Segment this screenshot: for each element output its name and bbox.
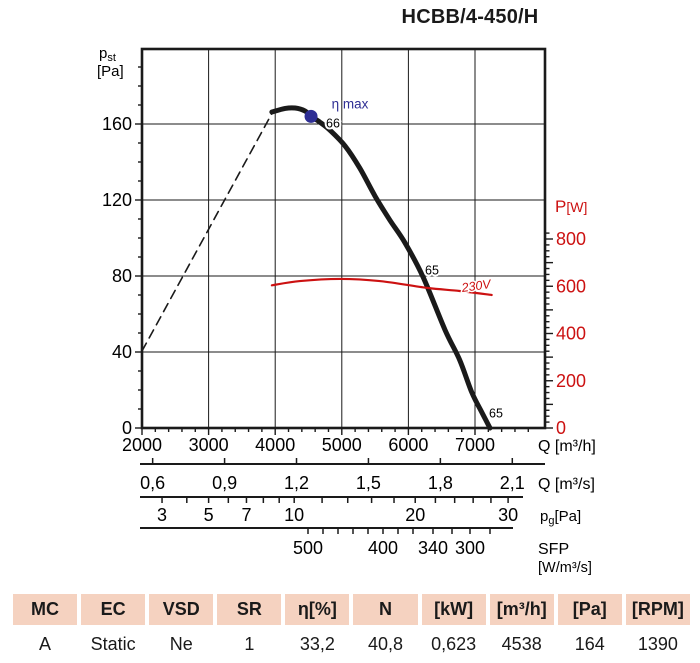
y-right-tick-label: 0	[556, 418, 566, 438]
y-left-tick-label: 160	[102, 114, 132, 134]
table-header-cell: EC	[81, 594, 146, 625]
y-left-tick-label: 120	[102, 190, 132, 210]
eta-max-label: η max	[332, 96, 369, 111]
efficiency-label-0: 66	[326, 117, 340, 131]
q-m3s-unit-label: Q [m³/s]	[538, 476, 595, 493]
table-value-cell: 164	[574, 634, 605, 654]
x-axis-tick-label: 2000	[122, 435, 162, 455]
table-header-cell: η[%]	[285, 594, 350, 625]
table-header-row: MC EC VSD SR η[%] N [kW] [m³/h] [Pa] [RPM]	[13, 594, 690, 625]
q-m3s-tick-label: 0,6	[140, 473, 165, 493]
q-m3s-tick-label: 1,2	[284, 473, 309, 493]
q-m3s-tick-label: 1,5	[356, 473, 381, 493]
y-right-tick-label: 600	[556, 276, 586, 296]
pressure-curve-line	[269, 105, 493, 431]
sfp-tick-label: 340	[418, 538, 448, 558]
table-value-cell: 1	[244, 634, 255, 654]
efficiency-label-1: 65	[425, 263, 439, 277]
x-axis-tick-label: 4000	[255, 435, 295, 455]
y-left-axis-unit: [Pa]	[97, 63, 124, 80]
table-value-cell: 33,2	[299, 634, 335, 654]
y-right-axis-unit: [W]	[566, 199, 587, 215]
voltage-curve-label: 230V	[460, 277, 493, 295]
table-header-cell: [RPM]	[625, 594, 690, 625]
fan-performance-chart: 2000 3000 4000 5000 6000 7000 Q [m³/h]04080120…	[97, 45, 596, 576]
pg-tick-label: 20	[405, 505, 425, 525]
y-right-tick-label: 400	[556, 324, 586, 344]
pg-unit-subscript: g	[548, 515, 554, 527]
table-value-cell: 0,623	[431, 634, 477, 654]
x-axis-tick-label: 3000	[189, 435, 229, 455]
q-m3s-tick-label: 0,9	[212, 473, 237, 493]
table-value-cell: 40,8	[367, 634, 404, 654]
pg-tick-label: 5	[204, 505, 214, 525]
sfp-unit-sub-label: [W/m³/s]	[538, 560, 592, 576]
pg-unit-label: pg[Pa]	[540, 508, 581, 527]
sfp-tick-label: 500	[293, 538, 323, 558]
table-header-cell: [kW]	[421, 594, 486, 625]
y-left-tick-label: 0	[122, 418, 132, 438]
y-left-axis-subscript: st	[107, 52, 116, 64]
table-header-cell: [m³/h]	[489, 594, 554, 625]
table-value-cell: Ne	[169, 634, 193, 654]
stall-line-line	[141, 112, 273, 352]
table-header-cell: N	[353, 594, 418, 625]
y-left-tick-label: 40	[112, 342, 132, 362]
table-header-cell: VSD	[149, 594, 214, 625]
y-right-axis-title: P[W]	[555, 197, 587, 216]
pg-tick-label: 7	[241, 505, 251, 525]
table-value-cell: Static	[90, 634, 136, 654]
eta-max-point	[304, 109, 318, 123]
chart-title: HCBB/4-450/H	[401, 6, 539, 28]
y-right-axis-symbol: P	[555, 197, 566, 216]
y-left-tick-label: 80	[112, 266, 132, 286]
pg-tick-label: 3	[157, 505, 167, 525]
table-value-row: A Static Ne 1 33,2 40,8 0,623 4538 164 1390	[13, 625, 690, 660]
y-left-axis-symbol: p	[99, 45, 107, 62]
table-value-cell: A	[39, 634, 52, 654]
table-value-cell: 4538	[501, 634, 542, 654]
y-left-axis-title: pst [Pa]	[97, 45, 124, 80]
y-right-tick-label: 200	[556, 371, 586, 391]
x-axis-unit-label: Q [m³/h]	[538, 438, 596, 455]
table-header-cell: MC	[13, 594, 78, 625]
pg-unit-bracket: [Pa]	[554, 508, 581, 525]
q-m3s-tick-label: 1,8	[428, 473, 453, 493]
power-curve-230v-line	[270, 277, 493, 297]
x-axis-tick-label: 7000	[455, 435, 495, 455]
x-axis-tick-label: 5000	[322, 435, 362, 455]
pg-tick-label: 30	[498, 505, 518, 525]
pg-unit-symbol: p	[540, 508, 548, 525]
sfp-unit-label: SFP	[538, 541, 569, 558]
y-right-tick-label: 800	[556, 229, 586, 249]
sfp-tick-label: 400	[368, 538, 398, 558]
performance-table: MC EC VSD SR η[%] N [kW] [m³/h] [Pa] [RPM] A Stati…	[13, 594, 690, 660]
pg-tick-label: 10	[284, 505, 304, 525]
table-header-cell: [Pa]	[557, 594, 622, 625]
q-m3s-tick-label: 2,1	[500, 473, 525, 493]
sfp-tick-label: 300	[455, 538, 485, 558]
table-value-cell: 1390	[637, 634, 678, 654]
x-axis-tick-label: 6000	[388, 435, 428, 455]
efficiency-label-2: 65	[489, 406, 503, 420]
table-header-cell: SR	[217, 594, 282, 625]
